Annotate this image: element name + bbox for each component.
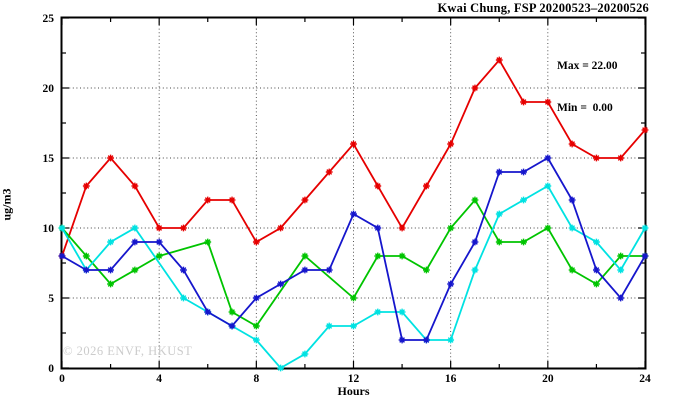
gridlines (62, 18, 645, 368)
y-axis-label: ug/m3 (0, 188, 14, 221)
axis-ticks (61, 17, 646, 369)
series-blue-markers (58, 154, 649, 344)
series-blue (58, 154, 649, 344)
series-green (58, 196, 649, 330)
x-tick-label: 0 (59, 373, 65, 385)
max-min-annotation: Max = 22.00 Min = 0.00 (557, 31, 618, 143)
plot-border (60, 16, 647, 370)
y-tick-label: 25 (43, 13, 55, 25)
watermark: © 2026 ENVF, HKUST (63, 344, 193, 358)
x-tick-label: 20 (542, 373, 554, 385)
max-value-label: Max = 22.00 (557, 60, 618, 72)
series-green-line (61, 198, 645, 328)
x-tick-label: 8 (253, 373, 259, 385)
series-cyan-line (61, 184, 646, 370)
x-tick-label: 12 (348, 373, 360, 385)
x-tick-label: 4 (156, 373, 162, 385)
min-value-label: Min = 0.00 (557, 102, 613, 114)
x-tick-label: 24 (639, 373, 651, 385)
x-axis-label: Hours (337, 384, 370, 398)
x-tick-label: 16 (445, 373, 457, 385)
y-tick-label: 15 (43, 153, 55, 165)
y-tick-label: 20 (43, 83, 55, 95)
y-tick-label: 10 (43, 223, 55, 235)
y-tick-label: 5 (48, 293, 54, 305)
y-tick-label: 0 (48, 363, 54, 375)
chart-title: Kwai Chung, FSP 20200523–20200526 (437, 1, 649, 15)
tick-labels: 0 5 10 15 20 25 0 4 8 12 16 20 24 (43, 13, 652, 385)
